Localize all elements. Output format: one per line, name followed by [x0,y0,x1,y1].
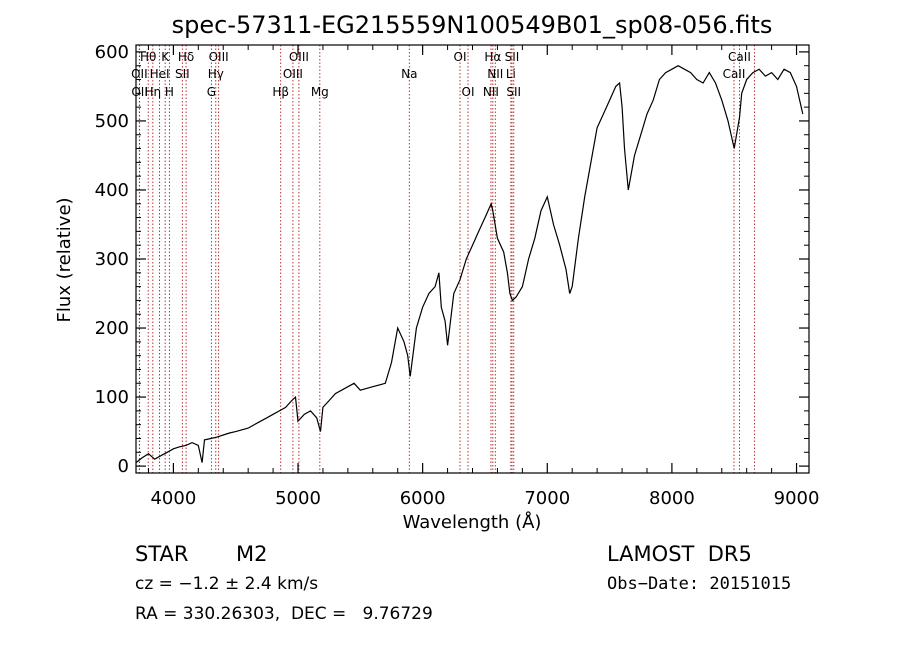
survey-name: LAMOST DR5 [607,542,752,566]
object-class: STAR [135,542,189,566]
spectral-line-label: Hθ [140,50,156,64]
spectral-line-label: Hα [484,50,501,64]
spectral-line-label: CaII [723,67,746,81]
y-axis-ticks: 0 100 200 300 400 500 600 [95,42,809,477]
chart-title: spec-57311-EG215559N100549B01_sp08-056.f… [172,11,773,39]
spectral-line-label: Hγ [208,67,224,81]
spectral-line-label: SII [175,67,190,81]
spectral-line-label: HeI [150,67,170,81]
coordinates: RA = 330.26303, DEC = 9.76729 [135,604,433,624]
spectral-line-label: OI [454,50,467,64]
spectral-line-label: K [161,50,170,64]
spectral-line-label: OIII [283,67,303,81]
y-tick-label: 400 [95,180,129,201]
y-tick-label: 200 [95,318,129,339]
x-tick-label: 8000 [649,488,695,509]
spectral-line-label: Mg [311,85,329,99]
spectral-line-label: OIII [289,50,309,64]
y-tick-label: 600 [95,42,129,63]
spectral-line-label: CaII [743,0,766,3]
y-tick-label: 100 [95,387,129,408]
spectral-line-label: OI [462,85,475,99]
y-tick-label: 0 [118,456,129,477]
x-tick-label: 4000 [150,488,196,509]
x-axis-ticks: 4000 5000 6000 7000 8000 9000 [147,45,820,509]
x-axis-label: Wavelength (Å) [403,511,542,533]
x-tick-label: 6000 [400,488,446,509]
spectral-line-label: H [165,85,174,99]
spectrum-series-line [135,65,804,464]
y-axis-label: Flux (relative) [54,197,75,322]
y-tick-label: 500 [95,111,129,132]
x-tick-label: 9000 [774,488,820,509]
redshift-cz: cz = −1.2 ± 2.4 km/s [135,574,319,594]
spectral-line-label: Hδ [178,50,194,64]
plot-frame [135,44,810,474]
observation-date: Obs−Date: 20151015 [607,574,792,594]
spectral-line-label: Hη [145,85,162,99]
spectral-line-label: OIII [209,50,229,64]
spectral-line-label: NII [487,67,503,81]
spectral-line-label: SII [505,50,520,64]
spectral-line-label: Hβ [272,85,289,99]
spectral-line-label: CaII [728,50,751,64]
x-tick-label: 7000 [524,488,570,509]
x-tick-label: 5000 [275,488,321,509]
spectral-line-label: G [207,85,216,99]
spectral-line-label: Na [401,67,417,81]
spectral-line-label: Li [506,67,516,81]
spectral-line-label: SII [506,85,521,99]
object-subclass: M2 [236,542,268,566]
y-tick-label: 300 [95,249,129,270]
spectral-line-label: NII [483,85,499,99]
